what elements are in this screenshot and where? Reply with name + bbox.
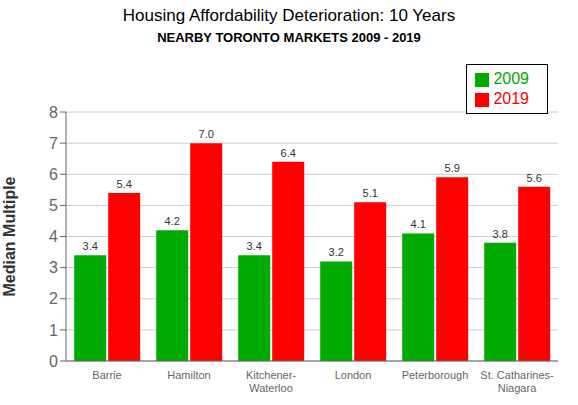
svg-text:5.6: 5.6 bbox=[527, 172, 542, 184]
svg-text:4: 4 bbox=[49, 228, 58, 245]
svg-text:4.1: 4.1 bbox=[411, 218, 426, 230]
svg-text:Peterborough: Peterborough bbox=[402, 369, 469, 381]
svg-text:5: 5 bbox=[49, 197, 58, 214]
svg-text:Hamilton: Hamilton bbox=[167, 369, 210, 381]
svg-text:3.2: 3.2 bbox=[329, 246, 344, 258]
svg-text:3.4: 3.4 bbox=[247, 240, 262, 252]
svg-text:6.4: 6.4 bbox=[281, 147, 296, 159]
html-text:2009: 2009 bbox=[493, 70, 529, 87]
svg-text:3: 3 bbox=[49, 259, 58, 276]
svg-text:5.1: 5.1 bbox=[363, 187, 378, 199]
svg-text:3.4: 3.4 bbox=[83, 240, 98, 252]
svg-text:Median Multiple: Median Multiple bbox=[8, 176, 18, 296]
svg-text:0: 0 bbox=[49, 353, 58, 370]
svg-text:Kitchener-Waterloo: Kitchener-Waterloo bbox=[246, 369, 296, 394]
svg-text:7: 7 bbox=[49, 135, 58, 152]
svg-text:Barrie: Barrie bbox=[92, 369, 121, 381]
svg-text:5.9: 5.9 bbox=[445, 162, 460, 174]
svg-text:4.2: 4.2 bbox=[165, 215, 180, 227]
html-text:Housing Affordability Deterior: Housing Affordability Deterioration: 10 … bbox=[122, 6, 456, 25]
html-text:2019: 2019 bbox=[493, 90, 529, 107]
svg-text:5.4: 5.4 bbox=[117, 178, 132, 190]
html-text:NEARBY TORONTO MARKETS 2009 -: NEARBY TORONTO MARKETS 2009 - 2019 bbox=[157, 30, 421, 45]
svg-text:7.0: 7.0 bbox=[199, 128, 214, 140]
svg-text:1: 1 bbox=[49, 322, 58, 339]
svg-text:8: 8 bbox=[49, 104, 58, 121]
svg-text:3.8: 3.8 bbox=[493, 228, 508, 240]
svg-text:6: 6 bbox=[49, 166, 58, 183]
svg-text:2: 2 bbox=[49, 290, 58, 307]
svg-text:St. Catharines-Niagara: St. Catharines-Niagara bbox=[480, 369, 554, 394]
svg-text:London: London bbox=[335, 369, 372, 381]
